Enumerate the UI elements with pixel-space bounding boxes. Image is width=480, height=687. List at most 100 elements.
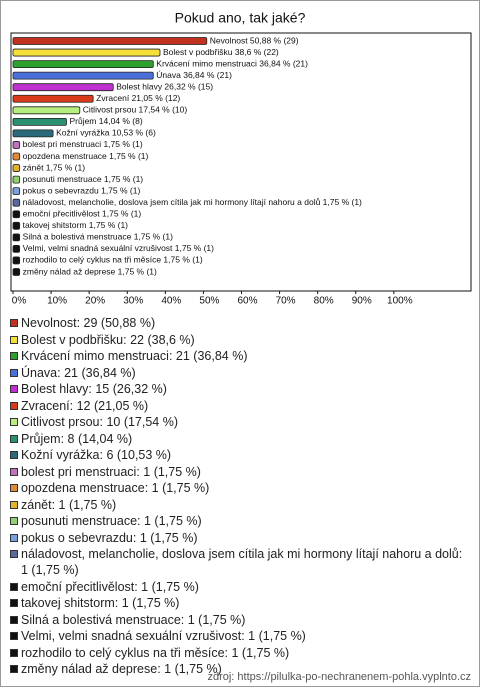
legend-label: emoční přecitlivělost: 1 (1,75 %) (21, 579, 199, 594)
value-label: Citlivost prsou 17,54 % (10) (83, 105, 188, 115)
legend-label: Průjem: 8 (14,04 %) (21, 431, 133, 446)
value-label: bolest pri menstruaci 1,75 % (1) (23, 139, 143, 149)
legend-item: pokus o sebevrazdu: 1 (1,75 %) (9, 530, 471, 546)
bar (12, 175, 21, 184)
legend-item: posunuti menstruace: 1 (1,75 %) (9, 513, 471, 529)
legend-swatch (10, 615, 18, 624)
legend-label: pokus o sebevrazdu: 1 (1,75 %) (21, 530, 198, 545)
bar (12, 83, 114, 92)
legend-label: Únava: 21 (36,84 %) (21, 365, 136, 380)
value-label: opozdena menstruace 1,75 % (1) (23, 151, 149, 161)
source: zdroj: https://pilulka-po-nechranenem-po… (207, 671, 471, 683)
value-label: náladovost, melancholie, doslova jsem cí… (23, 197, 362, 207)
legend-item: zánět: 1 (1,75 %) (9, 497, 471, 513)
legend-item: Nevolnost: 29 (50,88 %) (9, 315, 471, 331)
bar (12, 198, 21, 207)
bar (12, 152, 21, 161)
legend-label: Velmi, velmi snadná sexuální vzrušivost:… (21, 629, 306, 643)
legend-label: Nevolnost: 29 (50,88 %) (21, 316, 156, 330)
value-label: posunuti menstruace 1,75 % (1) (23, 174, 144, 184)
value-label: takovej shitstorm 1,75 % (1) (23, 220, 129, 230)
bar (12, 164, 21, 172)
legend-swatch (10, 582, 18, 591)
x-tick-label: 90% (352, 296, 372, 307)
legend-label: bolest pri menstruaci: 1 (1,75 %) (21, 464, 201, 479)
legend-item: Bolest v podbřišku: 22 (38,6 %) (9, 332, 471, 348)
legend-swatch (10, 500, 18, 509)
legend-label: Kožní vyrážka: 6 (10,53 %) (21, 448, 172, 462)
legend-label: opozdena menstruace: 1 (1,75 %) (21, 481, 210, 495)
legend-item: takovej shitstorm: 1 (1,75 %) (9, 595, 471, 611)
x-tick-label: 70% (276, 296, 296, 307)
value-label: Bolest hlavy 26,32 % (15) (116, 81, 213, 91)
legend-swatch (10, 517, 18, 525)
value-label: zánět 1,75 % (1) (23, 162, 86, 172)
legend-swatch (10, 434, 18, 443)
legend-swatch (10, 451, 18, 459)
value-label: Velmi, velmi snadná sexuální vzrušivost … (23, 243, 215, 253)
legend-item: bolest pri menstruaci: 1 (1,75 %) (9, 464, 471, 480)
bar (12, 48, 161, 57)
value-label: rozhodilo to celý cyklus na tři měsíce 1… (23, 255, 203, 265)
bar (12, 268, 21, 276)
value-label: změny nálad až deprese 1,75 % (1) (23, 266, 157, 276)
value-label: Krvácení mimo menstruaci 36,84 % (21) (156, 58, 308, 68)
bar (12, 221, 21, 230)
bar (12, 129, 54, 138)
legend-item: Průjem: 8 (14,04 %) (9, 431, 471, 447)
bar (12, 37, 208, 45)
x-tick-label: 10% (47, 296, 67, 307)
bar (12, 94, 94, 103)
bar (12, 71, 154, 80)
legend-swatch (10, 335, 18, 344)
bar (12, 233, 21, 242)
legend-label: Bolest v podbřišku: 22 (38,6 %) (21, 332, 195, 347)
legend-label: Silná a bolestivá menstruace: 1 (1,75 %) (21, 612, 246, 627)
value-label: Zvracení 21,05 % (12) (96, 93, 180, 103)
value-label: Nevolnost 50,88 % (29) (210, 35, 299, 45)
legend-swatch (10, 401, 18, 410)
legend-label: Bolest hlavy: 15 (26,32 %) (21, 382, 167, 396)
legend-swatch (10, 550, 18, 558)
value-label: emoční přecitlivělost 1,75 % (1) (23, 209, 142, 219)
legend-item: Krvácení mimo menstruaci: 21 (36,84 %) (9, 348, 471, 364)
legend-label: náladovost, melancholie, doslova jsem cí… (21, 547, 463, 577)
legend-item: emoční přecitlivělost: 1 (1,75 %) (9, 579, 471, 595)
legend-label: takovej shitstorm: 1 (1,75 %) (21, 596, 180, 610)
legend-swatch (10, 385, 18, 393)
value-label: Silná a bolestivá menstruace 1,75 % (1) (23, 232, 173, 242)
bar (12, 187, 21, 196)
value-label: pokus o sebevrazdu 1,75 % (1) (23, 185, 141, 195)
legend-item: Bolest hlavy: 15 (26,32 %) (9, 381, 471, 397)
legend-swatch (10, 648, 18, 657)
legend-label: změny nálad až deprese: 1 (1,75 %) (21, 662, 222, 676)
bar (12, 210, 21, 219)
legend-item: Zvracení: 12 (21,05 %) (9, 398, 471, 414)
x-tick-label: 50% (199, 296, 219, 307)
legend-item: Únava: 21 (36,84 %) (9, 365, 471, 381)
legend-swatch (10, 665, 18, 673)
x-tick-label: 40% (161, 296, 181, 307)
legend-swatch (10, 352, 18, 360)
x-tick-label: 60% (237, 296, 257, 307)
x-tick-label: 80% (314, 296, 334, 307)
legend-item: náladovost, melancholie, doslova jsem cí… (9, 546, 471, 578)
legend-item: Kožní vyrážka: 6 (10,53 %) (9, 447, 471, 463)
bar (12, 60, 154, 68)
value-label: Únava 36,84 % (21) (156, 70, 232, 80)
x-tick-label: 0% (12, 296, 27, 307)
legend-item: Velmi, velmi snadná sexuální vzrušivost:… (9, 628, 471, 644)
x-tick-label: 20% (85, 296, 105, 307)
legend-label: posunuti menstruace: 1 (1,75 %) (21, 514, 202, 528)
legend-swatch (10, 533, 18, 542)
legend: Nevolnost: 29 (50,88 %) Bolest v podbřišk… (9, 315, 471, 678)
bar (12, 256, 21, 265)
value-label: Průjem 14,04 % (8) (69, 116, 142, 126)
chart-title: Pokud ano, tak jaké? (175, 10, 306, 26)
x-tick-label: 30% (123, 296, 143, 307)
legend-label: Citlivost prsou: 10 (17,54 %) (21, 415, 179, 429)
bar (12, 106, 81, 115)
bar (12, 141, 21, 149)
legend-swatch (10, 418, 18, 426)
legend-item: opozdena menstruace: 1 (1,75 %) (9, 480, 471, 496)
